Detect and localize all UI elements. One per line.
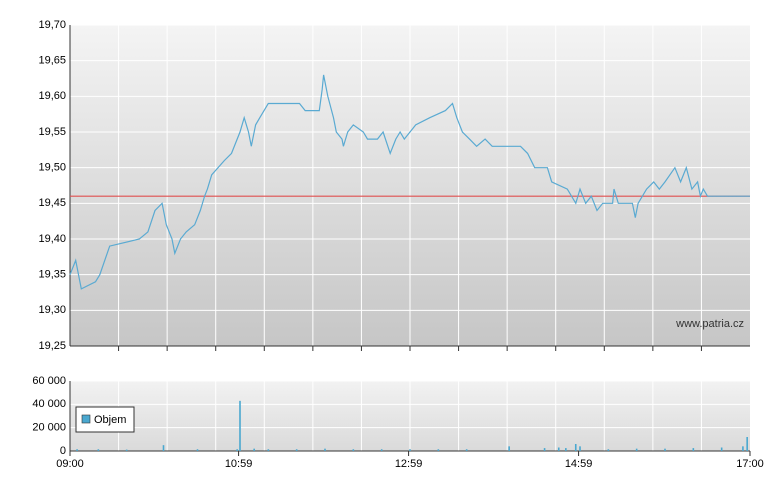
volume-bar (324, 448, 326, 451)
volume-bar (380, 449, 383, 451)
legend-label: Objem (94, 414, 126, 426)
y-tick-label: 0 (60, 445, 66, 457)
price-line (69, 74, 750, 290)
volume-bar (295, 449, 298, 451)
volume-bar (239, 400, 241, 451)
x-tick-label: 14:59 (565, 458, 593, 470)
volume-bar (565, 448, 567, 451)
volume-bar (196, 449, 199, 451)
volume-bar (543, 448, 546, 451)
x-tick-label: 09:00 (56, 458, 84, 470)
volume-bar (720, 447, 723, 451)
volume-bar (742, 446, 744, 451)
volume-bar (267, 449, 270, 451)
volume-bar (574, 444, 577, 451)
y-tick-label: 19,40 (38, 233, 66, 245)
y-tick-label: 19,50 (38, 162, 66, 174)
y-tick-label: 19,30 (38, 304, 66, 316)
volume-bar (352, 449, 355, 451)
y-tick-label: 19,65 (38, 55, 66, 67)
x-tick-label: 10:59 (225, 458, 253, 470)
y-tick-label: 19,25 (38, 340, 66, 352)
volume-bar (162, 445, 165, 451)
volume-bar (97, 449, 100, 451)
legend: Objem (75, 406, 135, 433)
y-tick-label: 19,45 (38, 197, 66, 209)
volume-bar (635, 448, 638, 451)
watermark: www.patria.cz (675, 318, 744, 330)
y-tick-label: 19,55 (38, 126, 66, 138)
volume-bar (253, 448, 255, 451)
volume-bar (664, 448, 666, 451)
y-tick-label: 40 000 (32, 398, 66, 410)
legend-swatch (81, 414, 91, 424)
y-tick-label: 20 000 (32, 422, 66, 434)
y-tick-label: 19,60 (38, 90, 66, 102)
volume-bar (437, 449, 440, 451)
volume-bar (236, 449, 238, 451)
volume-bar (607, 449, 610, 451)
volume-bar (508, 446, 510, 451)
volume-bar (557, 447, 560, 451)
x-tick-label: 17:00 (736, 458, 764, 470)
volume-bar (746, 437, 748, 451)
volume-bar (409, 449, 411, 451)
volume-bar (579, 446, 581, 451)
y-tick-label: 60 000 (32, 375, 66, 387)
volume-bar (692, 448, 695, 451)
volume-bar (76, 449, 78, 451)
volume-bar (465, 449, 468, 451)
y-tick-label: 19,70 (38, 19, 66, 31)
y-tick-label: 19,35 (38, 269, 66, 281)
volume-bar (125, 449, 128, 451)
x-tick-label: 12:59 (395, 458, 423, 470)
